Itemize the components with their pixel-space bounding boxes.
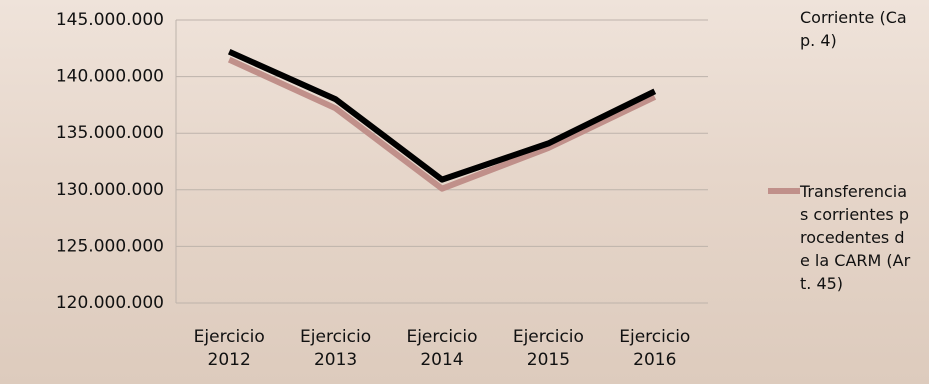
y-tick-label: 120.000.000 — [56, 293, 164, 313]
x-tick-label: Ejercicio 2015 — [512, 327, 584, 370]
x-tick-label: Ejercicio 2012 — [193, 327, 265, 370]
x-tick-label: Ejercicio 2013 — [300, 327, 372, 370]
line-series — [227, 56, 657, 192]
legend-label: Transferencias corrientes procedentes de… — [800, 182, 911, 293]
y-tick-label: 125.000.000 — [56, 236, 164, 256]
legend-label: Transferencia Corriente (Cap. 4) — [800, 0, 907, 50]
y-tick-label: 135.000.000 — [56, 123, 164, 143]
y-tick-label: 130.000.000 — [56, 180, 164, 200]
x-tick-label: Ejercicio 2014 — [406, 327, 478, 370]
y-tick-label: 140.000.000 — [56, 67, 164, 87]
x-tick-label: Ejercicio 2016 — [619, 327, 691, 370]
y-tick-label: 145.000.000 — [56, 10, 164, 30]
line-series — [227, 48, 657, 183]
